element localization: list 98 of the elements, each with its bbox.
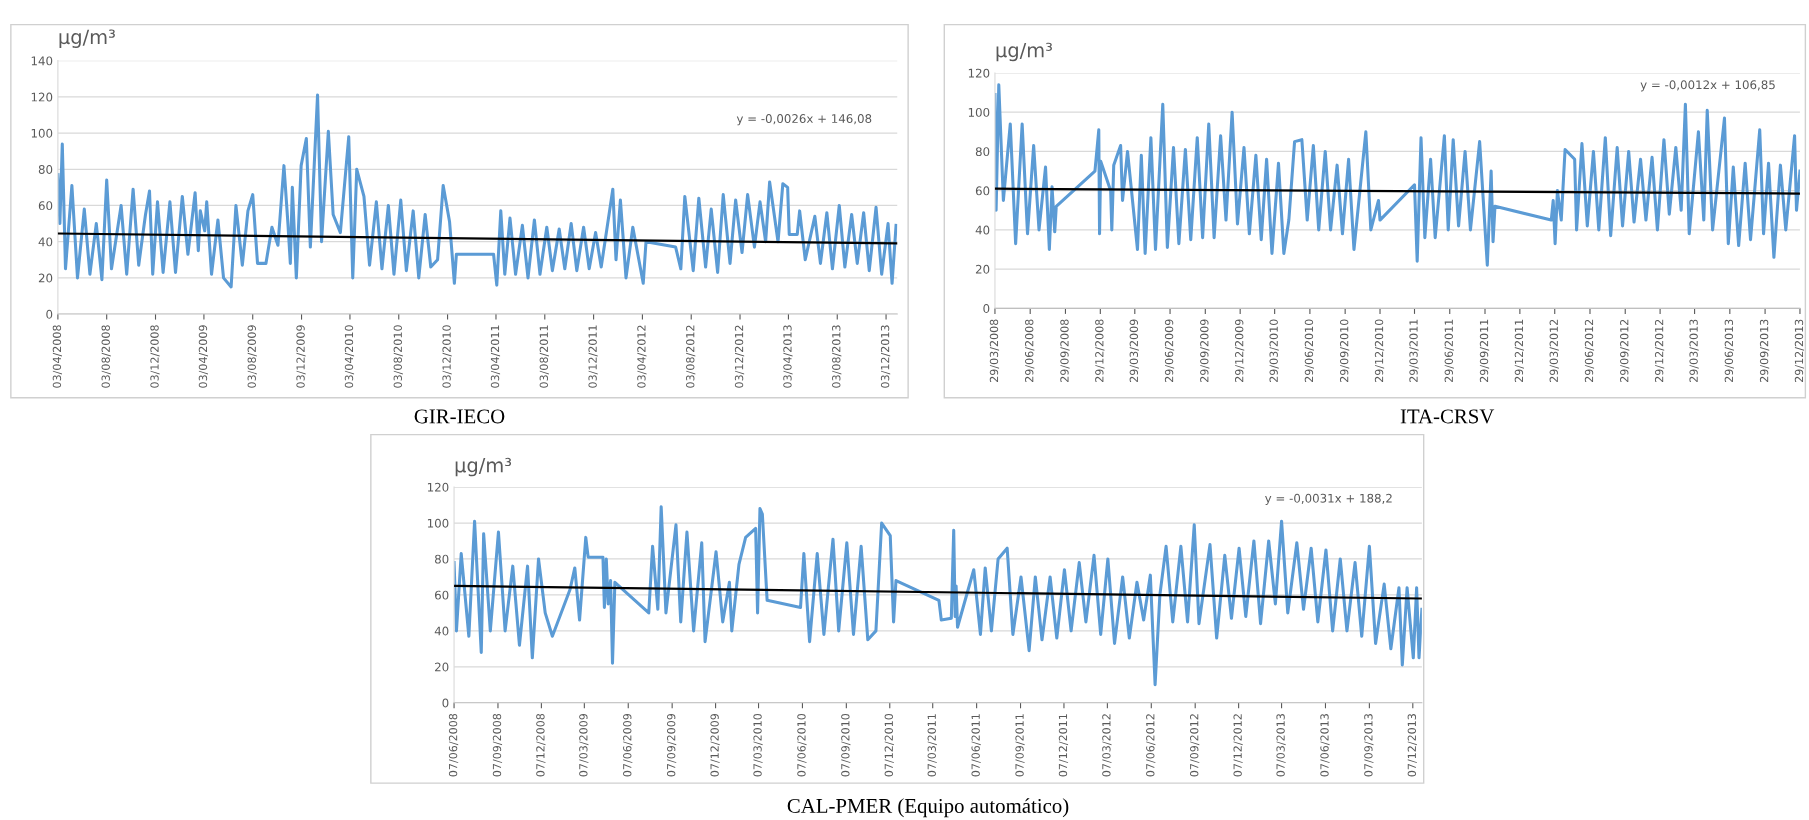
y-tick-label: 20 <box>975 264 990 274</box>
x-tick-label: 03/08/2013 <box>832 325 842 388</box>
x-tick-label: 29/03/2012 <box>1549 319 1559 382</box>
x-tick-label: 29/03/2010 <box>1269 319 1279 382</box>
x-tick-label: 07/06/2009 <box>623 713 633 777</box>
x-tick-label: 07/06/2011 <box>971 714 981 777</box>
x-tick-label: 07/03/2010 <box>753 713 763 777</box>
x-tick-label: 07/03/2011 <box>927 714 937 777</box>
y-tick-label: 80 <box>434 554 449 564</box>
x-tick-label: 29/06/2009 <box>1164 319 1175 382</box>
y-tick-label: 0 <box>442 698 449 708</box>
x-tick-label: 29/03/2013 <box>1689 319 1699 382</box>
x-tick-label: 29/12/2012 <box>1654 319 1665 382</box>
x-tick-label: 29/06/2013 <box>1724 319 1734 382</box>
x-tick-label: 07/09/2013 <box>1364 714 1374 777</box>
x-tick-label: 03/12/2008 <box>150 325 160 388</box>
y-tick-label: 140 <box>31 56 53 66</box>
x-tick-label: 07/03/2009 <box>579 713 589 777</box>
x-tick-label: 03/08/2010 <box>393 325 403 388</box>
text: GIR-IECO <box>414 409 505 424</box>
x-tick-label: 29/06/2011 <box>1444 319 1454 382</box>
x-tick-label: 03/04/2008 <box>52 325 62 388</box>
y-axis-title: μg/m³ <box>455 457 512 477</box>
x-tick-label: 29/09/2010 <box>1339 319 1350 382</box>
x-tick-label: 03/04/2010 <box>344 325 355 388</box>
y-axis-title: μg/m³ <box>59 29 115 49</box>
x-tick-label: 29/06/2008 <box>1025 319 1035 382</box>
y-tick-label: 120 <box>968 68 990 78</box>
x-tick-label: 03/08/2011 <box>539 325 549 388</box>
line-series <box>57 93 898 289</box>
y-tick-label: 40 <box>38 237 53 247</box>
line-series <box>454 505 1422 687</box>
x-tick-label: 07/06/2013 <box>1320 714 1330 777</box>
x-tick-label: 07/06/2008 <box>448 713 459 777</box>
x-tick-label: 03/04/2013 <box>783 325 793 388</box>
x-tick-label: 07/09/2008 <box>492 713 503 777</box>
x-tick-label: 29/06/2010 <box>1304 319 1314 382</box>
y-tick-label: 80 <box>38 164 53 174</box>
x-tick-label: 03/04/2009 <box>198 325 209 388</box>
y-tick-label: 20 <box>435 662 449 672</box>
x-tick-label: 29/12/2009 <box>1234 319 1245 382</box>
x-tick-label: 07/09/2012 <box>1190 714 1200 777</box>
x-tick-label: 07/03/2013 <box>1276 714 1286 777</box>
x-tick-label: 29/09/2013 <box>1759 319 1770 382</box>
x-tick-label: 29/12/2010 <box>1374 319 1385 382</box>
y-tick-label: 40 <box>975 225 990 235</box>
y-tick-label: 120 <box>427 482 449 492</box>
y-tick-label: 60 <box>435 590 449 600</box>
y-tick-label: 0 <box>46 309 53 319</box>
y-tick-label: 100 <box>427 518 449 528</box>
annotation: y = -0,0012x + 106,85 <box>1640 80 1775 92</box>
x-tick-label: 07/03/2012 <box>1102 714 1112 777</box>
x-tick-label: 07/06/2010 <box>797 713 807 777</box>
y-tick-label: 0 <box>983 304 990 313</box>
x-tick-label: 03/04/2012 <box>637 325 647 388</box>
x-tick-label: 03/08/2008 <box>101 325 111 388</box>
x-tick-label: 29/09/2008 <box>1060 319 1070 382</box>
x-tick-label: 03/08/2012 <box>686 325 696 388</box>
annotation: y = -0,0026x + 146,08 <box>736 114 872 126</box>
x-tick-label: 29/09/2009 <box>1200 319 1210 382</box>
x-tick-label: 29/03/2008 <box>989 319 1000 382</box>
x-tick-label: 07/09/2010 <box>841 713 851 777</box>
x-tick-label: 29/09/2012 <box>1620 319 1630 382</box>
text: CAL-PMER (Equipo automático) <box>787 798 1069 818</box>
x-tick-label: 07/12/2012 <box>1233 714 1243 777</box>
x-tick-label: 03/08/2009 <box>247 325 257 388</box>
x-tick-label: 03/12/2010 <box>442 325 452 388</box>
x-tick-label: 03/12/2013 <box>880 325 891 388</box>
x-tick-label: 07/09/2009 <box>666 713 677 777</box>
x-tick-label: 29/12/2013 <box>1794 319 1805 382</box>
x-tick-label: 07/09/2011 <box>1015 714 1025 777</box>
x-tick-label: 29/03/2011 <box>1409 319 1419 382</box>
y-axis-title: μg/m³ <box>996 42 1052 62</box>
x-tick-label: 29/06/2012 <box>1584 319 1595 382</box>
x-tick-label: 07/12/2008 <box>536 713 546 777</box>
x-tick-label: 29/12/2011 <box>1514 319 1524 382</box>
y-tick-label: 100 <box>31 128 53 138</box>
y-tick-label: 100 <box>968 107 990 117</box>
x-tick-label: 29/12/2008 <box>1095 319 1105 382</box>
x-tick-label: 29/03/2009 <box>1129 319 1139 382</box>
x-tick-label: 07/12/2009 <box>710 713 720 777</box>
y-tick-label: 60 <box>975 186 990 196</box>
y-tick-label: 120 <box>31 92 53 102</box>
x-tick-label: 03/12/2009 <box>296 325 306 388</box>
annotation: y = -0,0031x + 188,2 <box>1265 493 1392 505</box>
x-tick-label: 03/04/2011 <box>490 325 501 388</box>
x-tick-label: 07/06/2012 <box>1146 714 1156 777</box>
y-tick-label: 60 <box>38 201 53 211</box>
y-tick-label: 80 <box>975 147 990 157</box>
x-tick-label: 03/12/2012 <box>734 325 745 388</box>
x-tick-label: 07/12/2011 <box>1058 714 1069 777</box>
x-tick-label: 29/09/2011 <box>1479 319 1490 382</box>
x-tick-label: 03/12/2011 <box>588 325 598 388</box>
y-tick-label: 20 <box>38 273 53 283</box>
x-tick-label: 07/12/2010 <box>884 713 894 777</box>
y-tick-label: 40 <box>434 626 449 636</box>
text: ITA-CRSV <box>1400 409 1495 424</box>
x-tick-label: 07/12/2013 <box>1407 714 1417 777</box>
